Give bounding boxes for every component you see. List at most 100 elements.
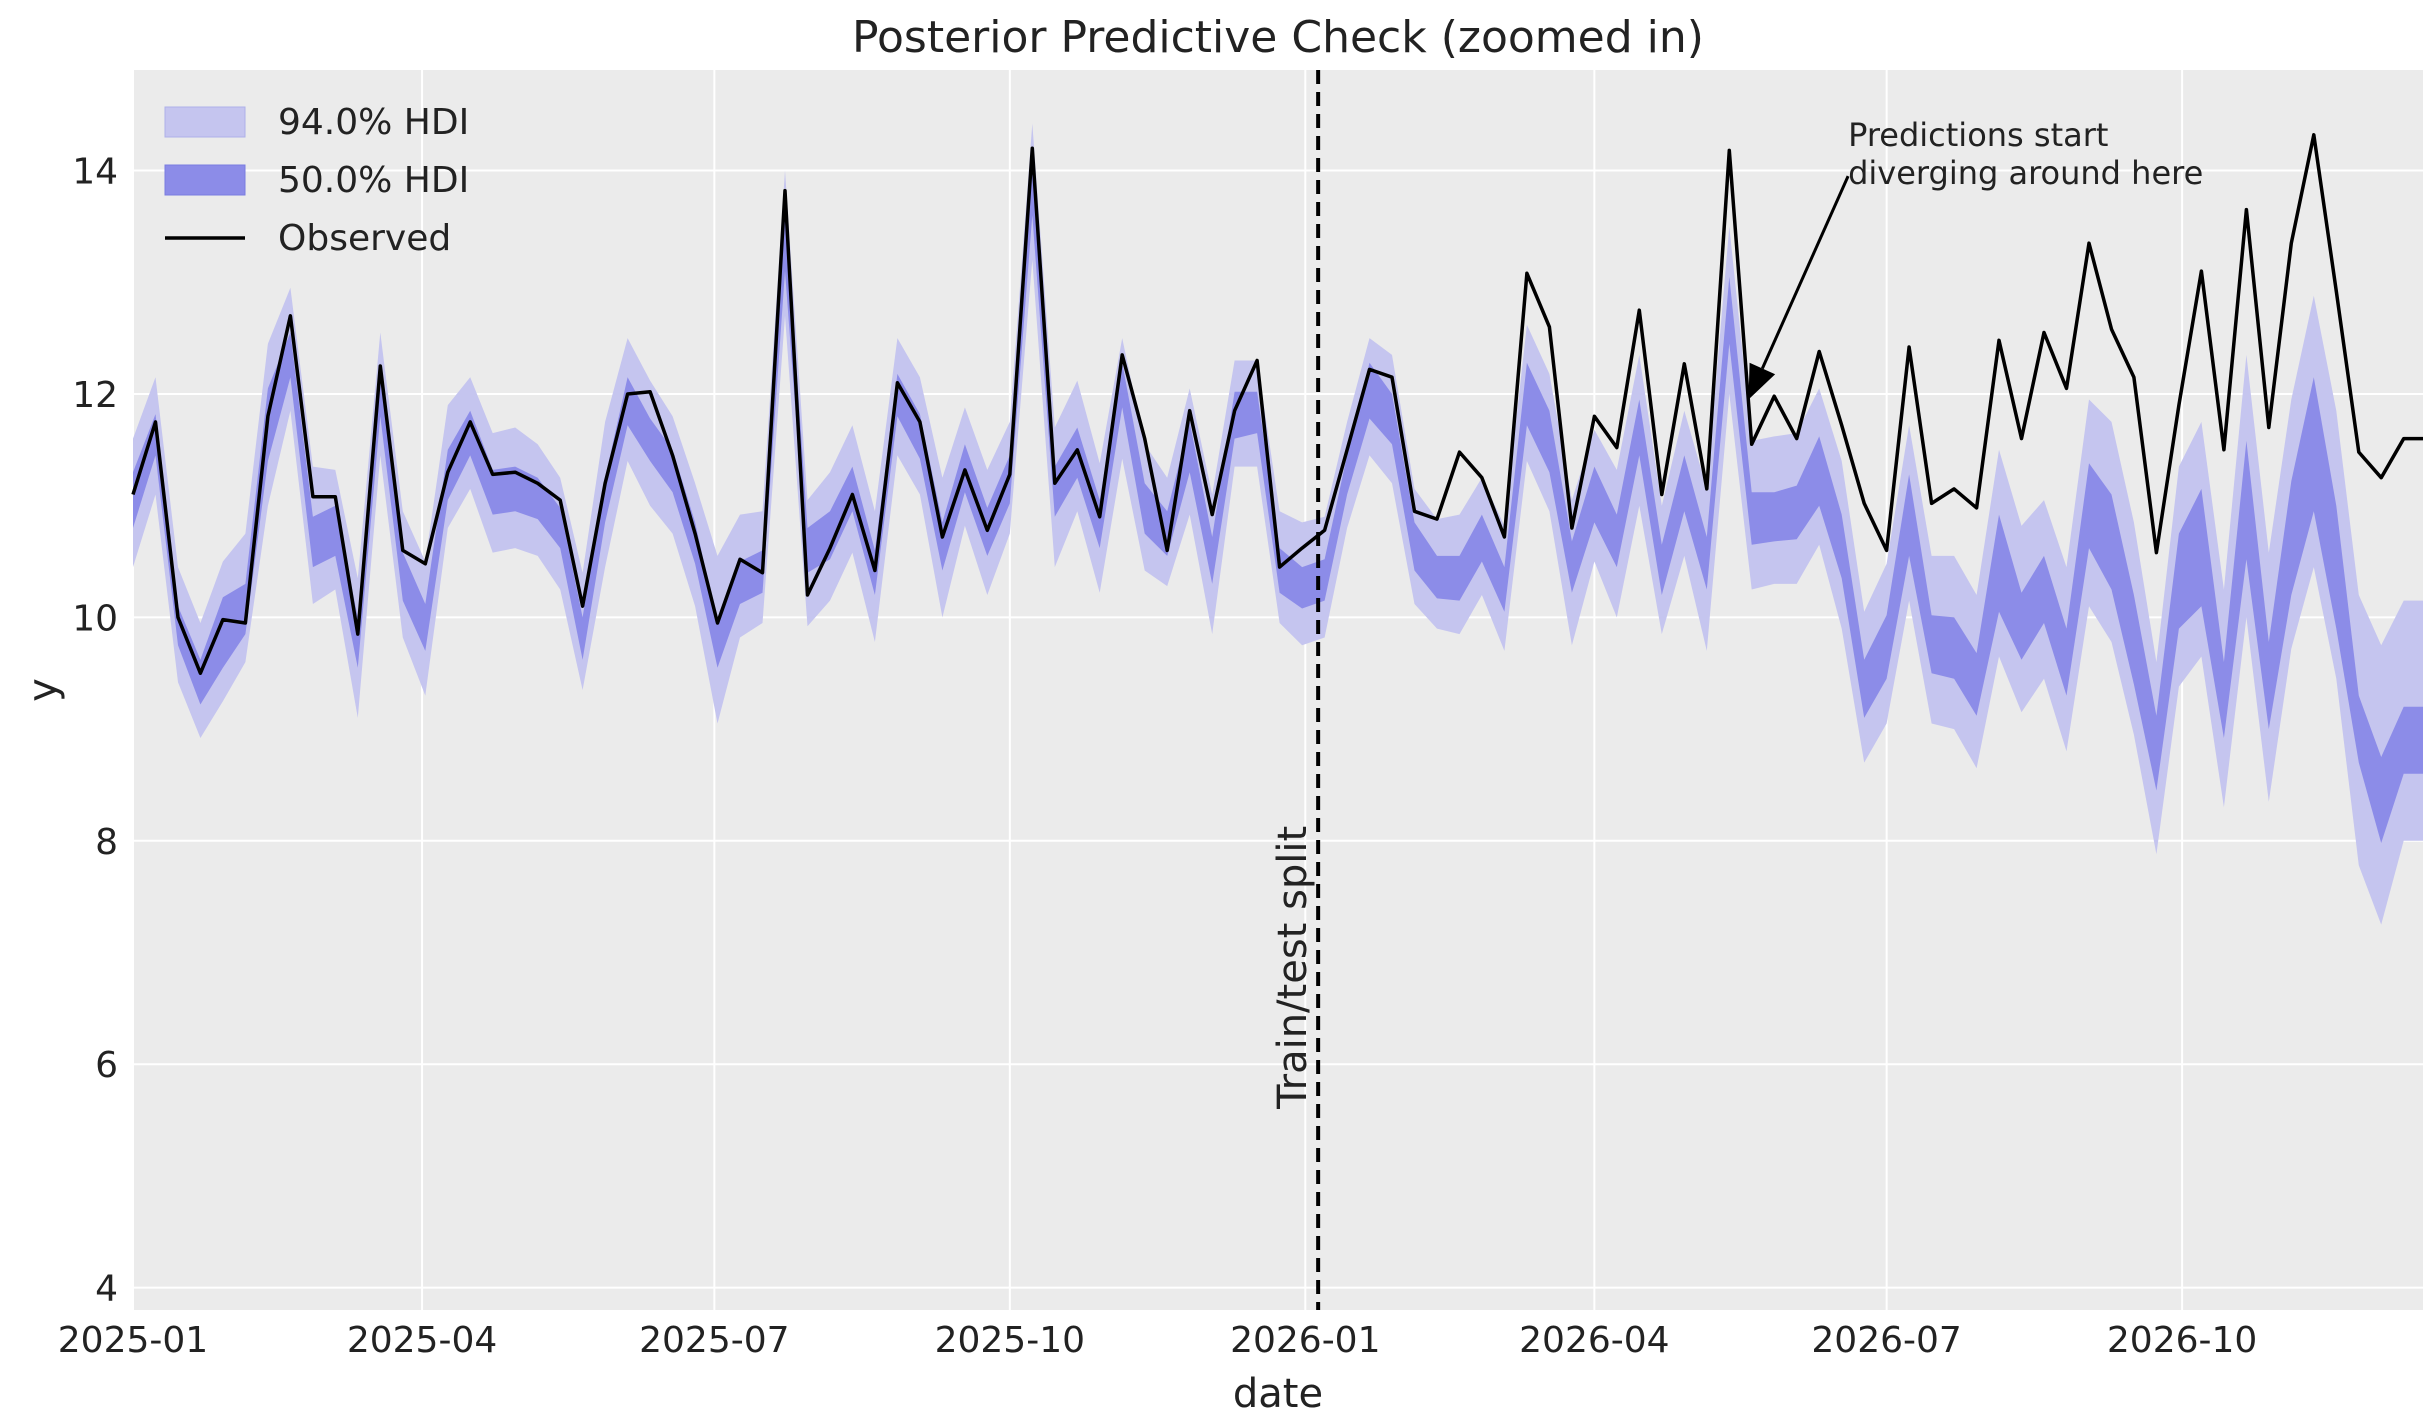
observed-point: [1165, 548, 1169, 552]
observed-point: [1390, 375, 1394, 379]
observed-point: [738, 557, 742, 561]
y-tick-label: 4: [95, 1269, 118, 1310]
observed-point: [131, 493, 135, 497]
observed-point: [1795, 437, 1799, 441]
observed-point: [401, 548, 405, 552]
y-tick-label: 14: [72, 152, 118, 193]
x-tick-label: 2025-01: [58, 1320, 208, 1361]
legend-label-hdi-50: 50.0% HDI: [278, 160, 469, 201]
annotation-arrow: [1760, 175, 1850, 370]
observed-point: [1075, 448, 1079, 452]
observed-point: [918, 420, 922, 424]
observed-point: [761, 571, 765, 575]
observed-point: [243, 621, 247, 625]
observed-point: [2357, 450, 2361, 454]
observed-point: [626, 392, 630, 396]
observed-point: [1480, 476, 1484, 480]
observed-point: [558, 498, 562, 502]
observed-point: [2110, 327, 2114, 331]
observed-point: [828, 546, 832, 550]
y-tick-label: 10: [72, 598, 118, 639]
observed-point: [1637, 308, 1641, 312]
y-tick-label: 6: [95, 1045, 118, 1086]
observed-point: [1255, 359, 1259, 363]
observed-point: [1188, 409, 1192, 413]
observed-point: [1413, 509, 1417, 513]
observed-point: [1817, 350, 1821, 354]
observed-point: [985, 528, 989, 532]
observed-point: [198, 671, 202, 675]
observed-point: [2244, 208, 2248, 212]
observed-point: [468, 420, 472, 424]
chart-title: Posterior Predictive Check (zoomed in): [852, 12, 1704, 63]
x-tick-label: 2026-04: [1519, 1320, 1669, 1361]
observed-point: [2289, 241, 2293, 245]
observed-point: [1143, 437, 1147, 441]
observed-point: [288, 314, 292, 318]
y-axis-ticks: 4 6 8 10 12 14: [72, 152, 118, 1310]
observed-point: [1997, 338, 2001, 342]
observed-point: [423, 562, 427, 566]
x-tick-label: 2026-10: [2107, 1320, 2257, 1361]
observed-point: [1210, 513, 1214, 517]
observed-point: [2402, 437, 2406, 441]
observed-point: [1682, 362, 1686, 366]
observed-point: [333, 495, 337, 499]
observed-point: [2065, 386, 2069, 390]
y-axis-label: y: [20, 678, 66, 702]
hdi-94-band: [133, 123, 2423, 925]
observed-point: [1030, 146, 1034, 150]
observed-point: [1570, 526, 1574, 530]
observed-point: [2132, 375, 2136, 379]
observed-point: [1435, 517, 1439, 521]
observed-point: [311, 495, 315, 499]
observed-point: [895, 381, 899, 385]
observed-point: [2312, 133, 2316, 137]
annotation-text-line-1: Predictions start: [1848, 116, 2108, 154]
observed-point: [648, 390, 652, 394]
legend-label-observed: Observed: [278, 218, 451, 259]
observed-point: [2334, 289, 2338, 293]
x-axis-ticks: 2025-01 2025-04 2025-07 2025-10 2026-01 2026-…: [58, 1320, 2258, 1361]
observed-point: [716, 621, 720, 625]
observed-point: [1615, 446, 1619, 450]
observed-point: [2379, 476, 2383, 480]
observed-point: [1705, 487, 1709, 491]
observed-point: [1547, 325, 1551, 329]
observed-point: [1458, 450, 1462, 454]
x-tick-label: 2025-04: [347, 1320, 497, 1361]
observed-point: [1750, 442, 1754, 446]
x-tick-label: 2026-01: [1230, 1320, 1380, 1361]
x-tick-label: 2025-10: [935, 1320, 1085, 1361]
observed-point: [1323, 528, 1327, 532]
observed-point: [2222, 448, 2226, 452]
plot-background: [133, 70, 2423, 1310]
observed-point: [1233, 409, 1237, 413]
observed-point: [1008, 472, 1012, 476]
observed-point: [1368, 367, 1372, 371]
observed-point: [1727, 148, 1731, 152]
observed-point: [378, 364, 382, 368]
observed-point: [1660, 493, 1664, 497]
observed-point: [1907, 345, 1911, 349]
observed-point: [963, 468, 967, 472]
x-axis-label: date: [1233, 1371, 1323, 1417]
annotation: Predictions start diverging around here: [1748, 116, 2203, 400]
x-tick-label: 2026-07: [1811, 1320, 1961, 1361]
observed-point: [873, 569, 877, 573]
annotation-text-line-2: diverging around here: [1848, 154, 2203, 192]
observed-point: [581, 604, 585, 608]
observed-point: [2087, 241, 2091, 245]
observed-point: [1278, 565, 1282, 569]
observed-point: [2154, 551, 2158, 555]
observed-point: [1502, 535, 1506, 539]
observed-point: [1120, 353, 1124, 357]
observed-point: [1098, 515, 1102, 519]
observed-point: [2020, 437, 2024, 441]
observed-point: [513, 470, 517, 474]
observed-point: [536, 481, 540, 485]
grid-lines: [132, 70, 2423, 1310]
observed-point: [1772, 394, 1776, 398]
observed-point: [176, 615, 180, 619]
